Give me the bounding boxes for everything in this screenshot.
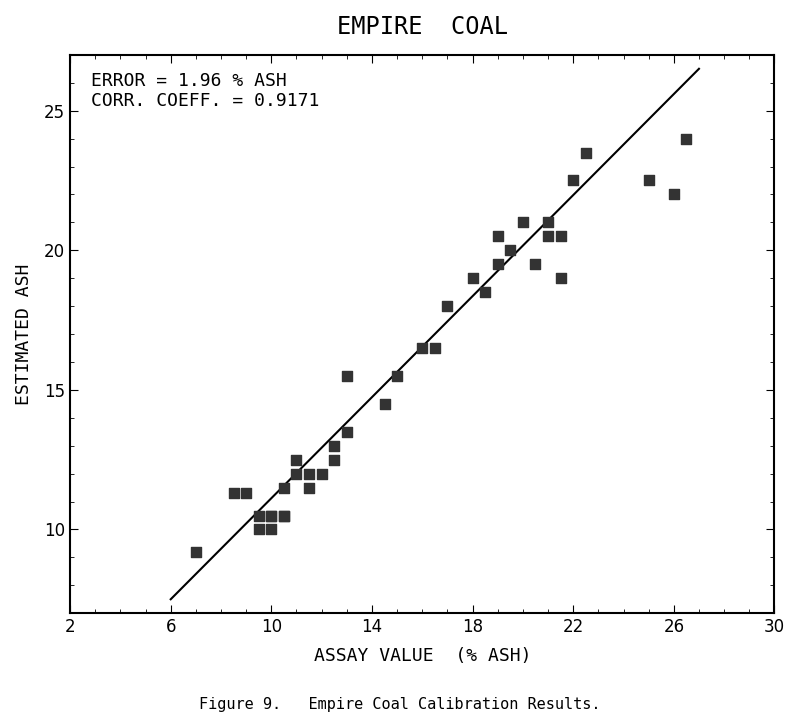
Point — [390, 370, 403, 382]
Point — [517, 217, 530, 228]
Point — [278, 482, 290, 493]
Point — [529, 258, 542, 270]
Point — [278, 510, 290, 521]
X-axis label: ASSAY VALUE  (% ASH): ASSAY VALUE (% ASH) — [314, 647, 531, 665]
Point — [680, 133, 693, 145]
Point — [315, 468, 328, 479]
Point — [265, 510, 278, 521]
Point — [441, 301, 454, 312]
Point — [542, 217, 554, 228]
Point — [302, 482, 315, 493]
Point — [341, 370, 354, 382]
Point — [252, 510, 265, 521]
Text: ERROR = 1.96 % ASH
CORR. COEFF. = 0.9171: ERROR = 1.96 % ASH CORR. COEFF. = 0.9171 — [91, 72, 320, 110]
Point — [328, 454, 341, 465]
Text: Figure 9.   Empire Coal Calibration Results.: Figure 9. Empire Coal Calibration Result… — [199, 697, 601, 712]
Point — [227, 488, 240, 499]
Point — [190, 546, 202, 558]
Point — [491, 231, 504, 242]
Point — [265, 523, 278, 535]
Point — [478, 286, 491, 298]
Y-axis label: ESTIMATED ASH: ESTIMATED ASH — [15, 263, 33, 405]
Point — [542, 231, 554, 242]
Point — [278, 510, 290, 521]
Point — [566, 175, 579, 186]
Point — [290, 468, 303, 479]
Point — [328, 440, 341, 451]
Point — [252, 523, 265, 535]
Point — [579, 147, 592, 158]
Point — [290, 454, 303, 465]
Point — [554, 231, 567, 242]
Point — [429, 342, 442, 354]
Point — [302, 468, 315, 479]
Point — [466, 273, 479, 284]
Point — [416, 342, 429, 354]
Point — [341, 426, 354, 437]
Title: EMPIRE  COAL: EMPIRE COAL — [337, 15, 508, 39]
Point — [667, 189, 680, 200]
Point — [265, 510, 278, 521]
Point — [378, 398, 391, 410]
Point — [642, 175, 655, 186]
Point — [240, 488, 253, 499]
Point — [554, 273, 567, 284]
Point — [491, 258, 504, 270]
Point — [504, 245, 517, 256]
